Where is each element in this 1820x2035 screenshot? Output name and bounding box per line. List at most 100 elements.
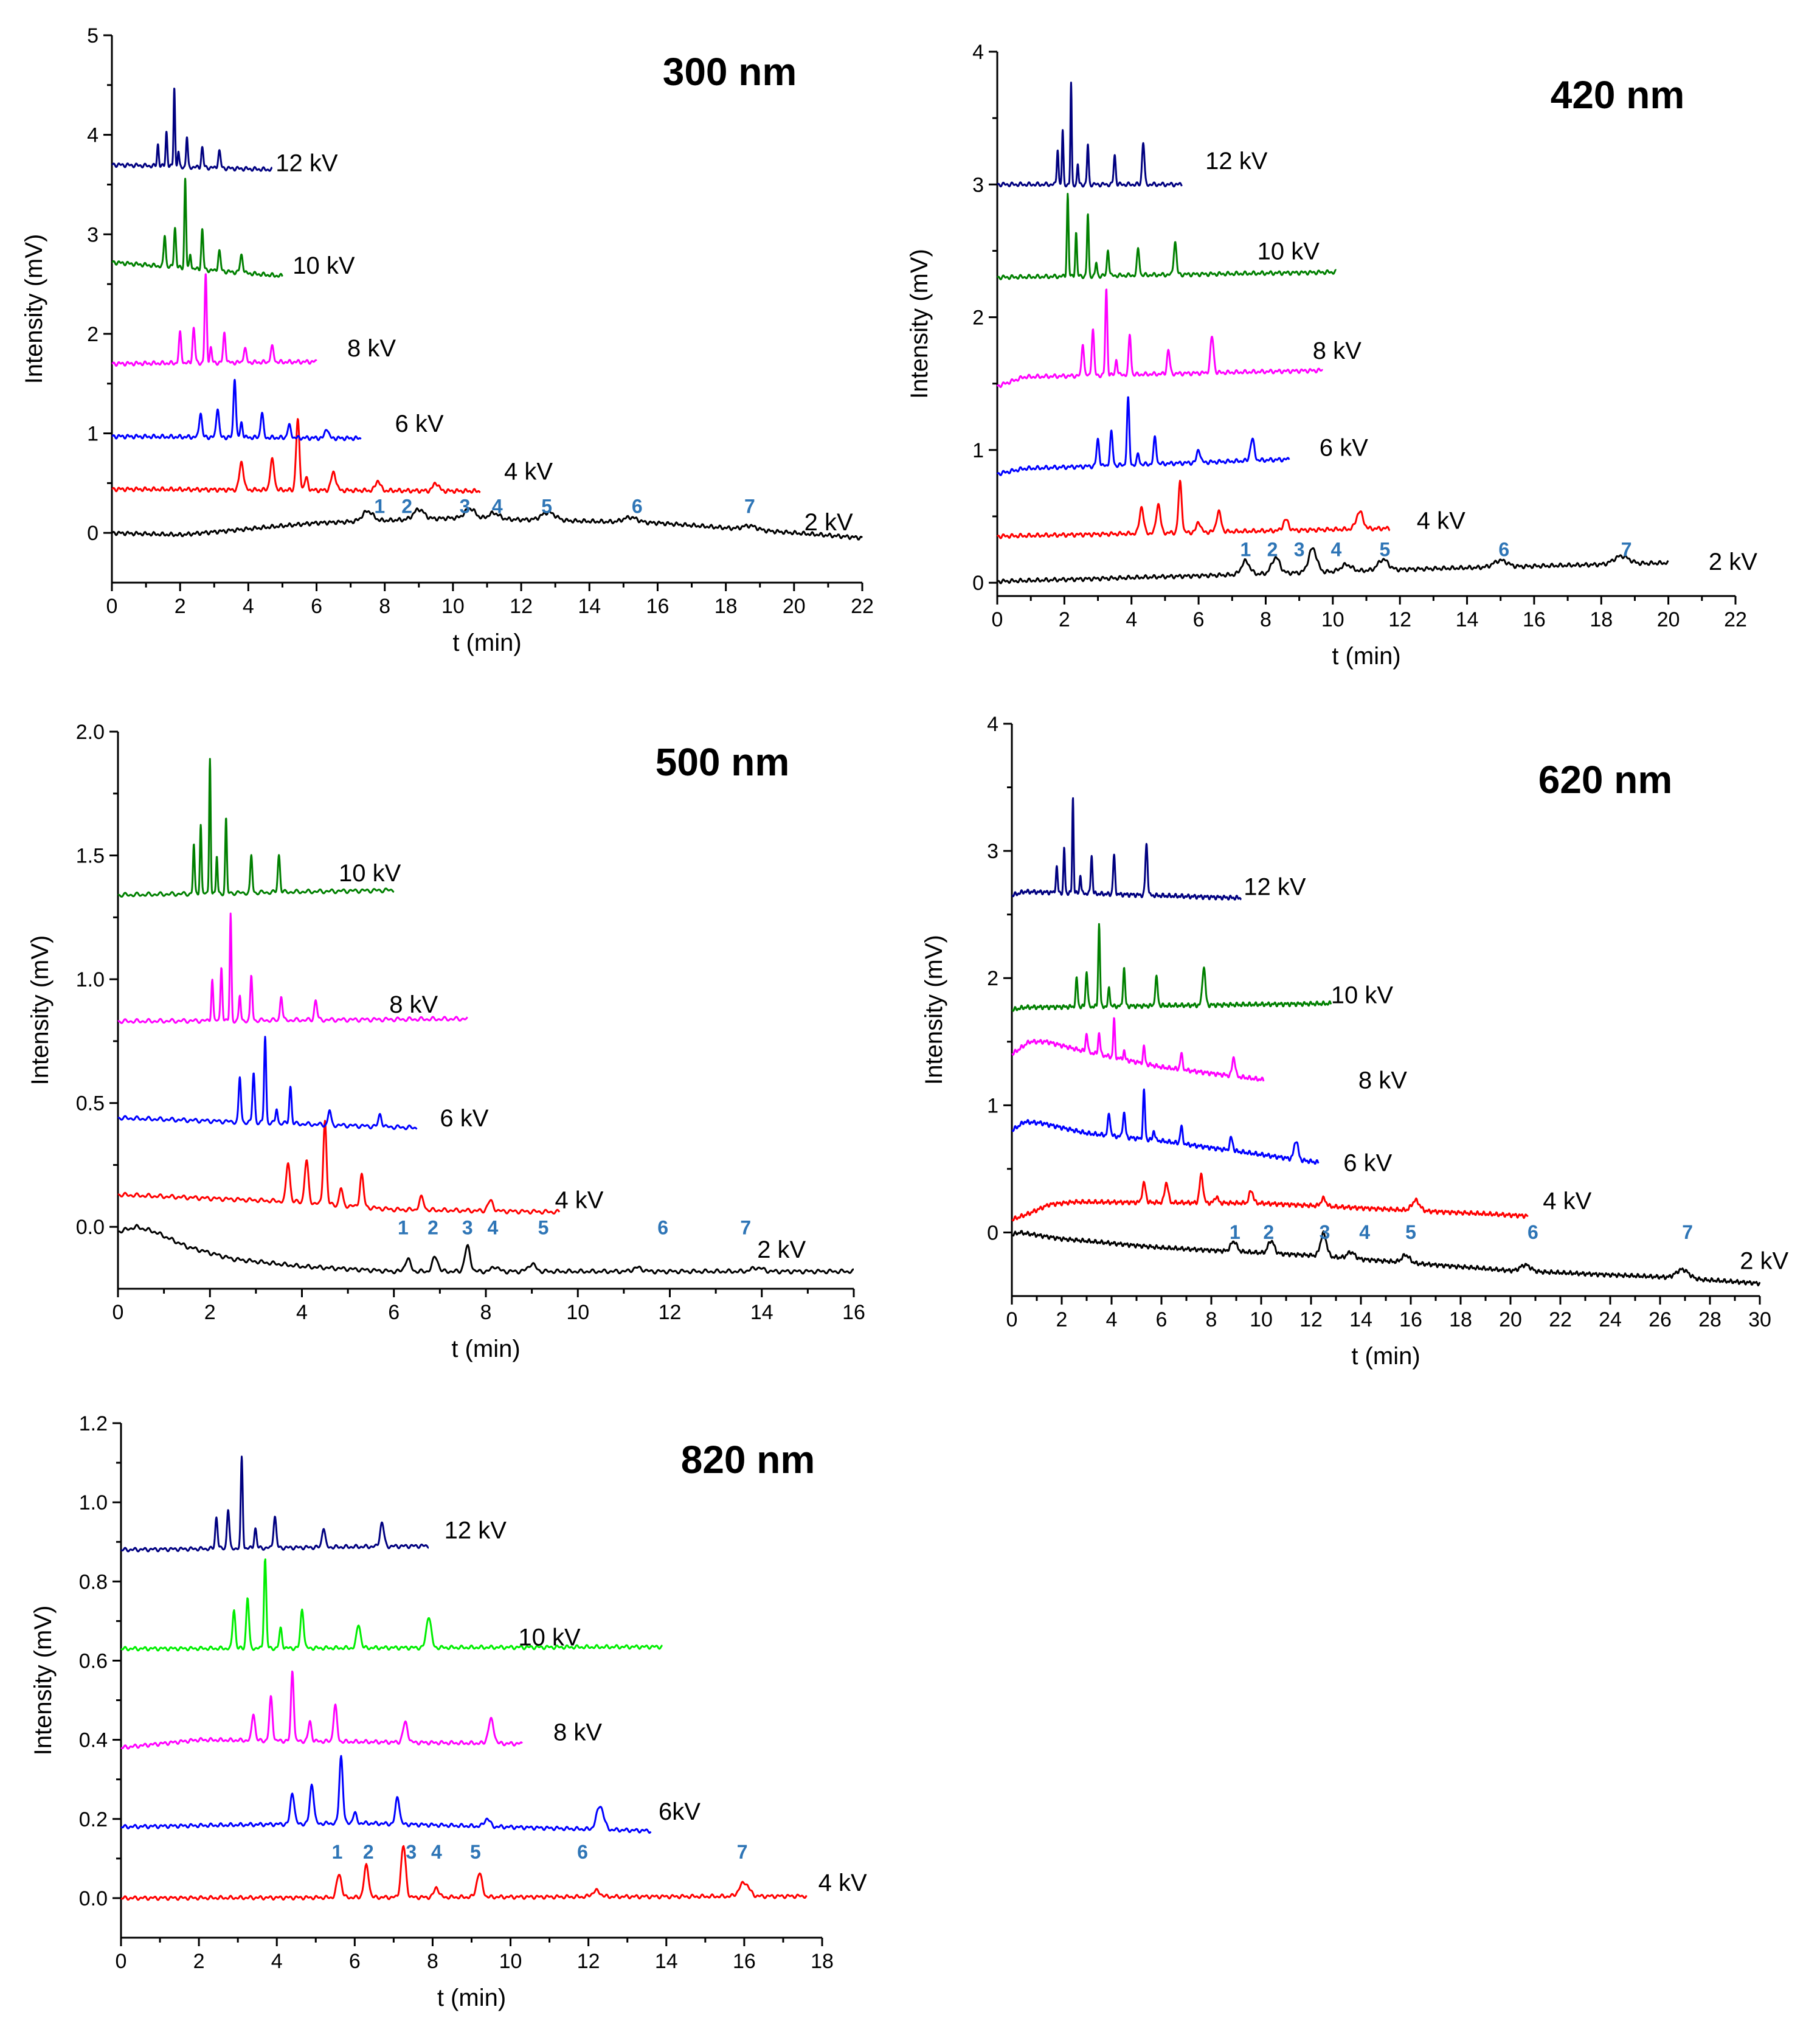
y-tick-label: 1 bbox=[987, 1094, 998, 1117]
y-tick-label: 2 bbox=[972, 307, 984, 330]
series-line-2-kv bbox=[117, 1224, 854, 1275]
series-line-6-kv bbox=[111, 378, 362, 442]
x-tick-label: 0 bbox=[106, 595, 118, 618]
x-tick-label: 16 bbox=[842, 1301, 865, 1324]
x-tick-label: 12 bbox=[659, 1301, 682, 1324]
y-tick-label: 1.5 bbox=[76, 845, 105, 868]
x-tick-label: 2 bbox=[204, 1301, 216, 1324]
y-tick-label: 1.2 bbox=[79, 1412, 108, 1435]
x-tick-label: 10 bbox=[1250, 1308, 1273, 1331]
x-tick-label: 12 bbox=[1299, 1308, 1323, 1331]
y-tick-label: 1 bbox=[972, 439, 984, 462]
peak-marker-6: 6 bbox=[1498, 539, 1509, 561]
series-label-8-kv: 8 kV bbox=[1358, 1067, 1407, 1094]
peak-marker-7: 7 bbox=[1621, 539, 1632, 561]
x-tick-label: 10 bbox=[499, 1950, 522, 1973]
series-line-10-kv bbox=[997, 193, 1337, 280]
peak-marker-6: 6 bbox=[1528, 1221, 1538, 1243]
y-tick-label: 1.0 bbox=[79, 1491, 108, 1514]
peak-marker-4: 4 bbox=[431, 1841, 442, 1863]
x-tick-label: 6 bbox=[388, 1301, 400, 1324]
x-tick-label: 2 bbox=[1056, 1308, 1068, 1331]
y-tick-label: 4 bbox=[972, 41, 984, 64]
series-line-4-kv bbox=[1011, 1172, 1529, 1222]
series-label-2-kv: 2 kV bbox=[757, 1236, 806, 1263]
peak-marker-5: 5 bbox=[1405, 1221, 1416, 1243]
peak-marker-6: 6 bbox=[632, 495, 643, 517]
panel-500-nm: 0 2 4 6 8 10 12 14 160.00.51.01.52.0t (min)Inten… bbox=[27, 721, 865, 1362]
series-line-4-kv bbox=[120, 1845, 808, 1901]
series-label-4-kv: 4 kV bbox=[1417, 508, 1465, 535]
series-label-8-kv: 8 kV bbox=[553, 1719, 602, 1746]
peak-marker-4: 4 bbox=[492, 495, 503, 517]
x-tick-label: 0 bbox=[116, 1950, 127, 1973]
peak-marker-3: 3 bbox=[460, 495, 471, 517]
peak-marker-5: 5 bbox=[538, 1216, 549, 1238]
x-tick-label: 8 bbox=[427, 1950, 438, 1973]
y-tick-label: 0 bbox=[972, 572, 984, 595]
series-label-4-kv: 4 kV bbox=[504, 459, 553, 485]
series-line-6-kv bbox=[117, 1036, 418, 1131]
x-tick-label: 4 bbox=[271, 1950, 283, 1973]
peak-marker-2: 2 bbox=[363, 1841, 374, 1863]
series-label-10-kv: 10 kV bbox=[339, 860, 401, 887]
peak-marker-3: 3 bbox=[1320, 1221, 1330, 1243]
series-label-6-kv: 6 kV bbox=[1320, 435, 1368, 462]
series-line-10-kv bbox=[117, 758, 395, 898]
y-axis-label: Intensity (mV) bbox=[921, 935, 947, 1085]
y-tick-label: 0 bbox=[87, 522, 99, 545]
x-tick-label: 4 bbox=[296, 1301, 308, 1324]
peak-marker-1: 1 bbox=[1240, 539, 1251, 561]
x-tick-label: 16 bbox=[733, 1950, 756, 1973]
x-tick-label: 10 bbox=[566, 1301, 589, 1324]
series-line-2-kv bbox=[111, 507, 863, 541]
peak-marker-1: 1 bbox=[332, 1841, 343, 1863]
x-axis-label: t (min) bbox=[1351, 1343, 1420, 1370]
chart-title: 300 nm bbox=[663, 50, 797, 94]
x-tick-label: 4 bbox=[243, 595, 254, 618]
x-tick-label: 14 bbox=[1349, 1308, 1372, 1331]
series-label-4-kv: 4 kV bbox=[818, 1870, 867, 1896]
x-tick-label: 20 bbox=[1499, 1308, 1522, 1331]
y-tick-label: 0.0 bbox=[76, 1216, 105, 1239]
series-line-8-kv bbox=[1011, 1017, 1265, 1082]
series-line-4-kv bbox=[997, 479, 1391, 539]
x-axis-label: t (min) bbox=[452, 629, 521, 656]
peak-marker-1: 1 bbox=[1230, 1221, 1240, 1243]
peak-marker-5: 5 bbox=[1379, 539, 1390, 561]
y-tick-label: 0.2 bbox=[79, 1808, 108, 1831]
series-label-2-kv: 2 kV bbox=[804, 509, 853, 536]
y-tick-label: 2.0 bbox=[76, 721, 105, 744]
x-tick-label: 12 bbox=[577, 1950, 600, 1973]
y-tick-label: 1 bbox=[87, 423, 99, 446]
series-line-6-kv bbox=[996, 396, 1290, 476]
series-line-10-kv bbox=[111, 178, 283, 278]
peak-marker-4: 4 bbox=[1330, 539, 1341, 561]
series-line-10-kv bbox=[1011, 923, 1332, 1012]
series-label-6-kv: 6 kV bbox=[440, 1105, 488, 1132]
y-tick-label: 0.8 bbox=[79, 1570, 108, 1593]
series-label-12-kv: 12 kV bbox=[275, 150, 338, 176]
peak-marker-2: 2 bbox=[427, 1216, 438, 1238]
peak-marker-1: 1 bbox=[374, 495, 385, 517]
y-tick-label: 3 bbox=[972, 173, 984, 196]
series-line-10-kv bbox=[120, 1558, 663, 1652]
peak-marker-6: 6 bbox=[657, 1216, 668, 1238]
series-line-8-kv bbox=[996, 288, 1324, 388]
x-tick-label: 14 bbox=[655, 1950, 678, 1973]
x-tick-label: 28 bbox=[1698, 1308, 1721, 1331]
peak-marker-7: 7 bbox=[740, 1216, 751, 1238]
x-tick-label: 16 bbox=[1399, 1308, 1422, 1331]
series-label-2-kv: 2 kV bbox=[1709, 549, 1757, 575]
y-tick-label: 3 bbox=[87, 223, 99, 246]
x-tick-label: 8 bbox=[1206, 1308, 1217, 1331]
x-tick-label: 8 bbox=[379, 595, 390, 618]
x-tick-label: 10 bbox=[1321, 608, 1344, 631]
series-label-8-kv: 8 kV bbox=[389, 991, 438, 1018]
x-axis-label: t (min) bbox=[1332, 643, 1400, 670]
x-tick-label: 16 bbox=[1523, 608, 1546, 631]
chart-title: 620 nm bbox=[1538, 758, 1673, 802]
series-label-10-kv: 10 kV bbox=[1331, 982, 1394, 1008]
